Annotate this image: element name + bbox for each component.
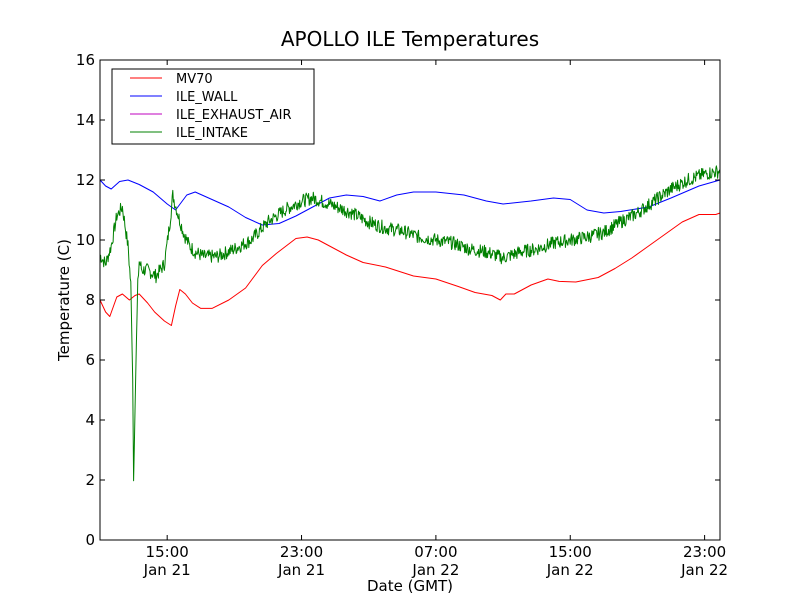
legend-label: ILE_EXHAUST_AIR <box>176 108 292 123</box>
x-tick-label-time: 23:00 <box>280 543 323 561</box>
x-tick-label-date: Jan 21 <box>277 561 325 579</box>
series-line-ile-intake <box>99 165 721 482</box>
y-tick-label: 10 <box>76 231 95 249</box>
x-tick-label-date: Jan 22 <box>680 561 728 579</box>
x-tick-label-time: 07:00 <box>414 543 457 561</box>
y-tick-label: 16 <box>76 51 95 69</box>
x-tick-label-date: Jan 22 <box>411 561 459 579</box>
series-line-mv70 <box>99 212 721 326</box>
y-tick-label: 14 <box>76 111 95 129</box>
y-tick-label: 4 <box>85 411 95 429</box>
series-layer <box>99 165 721 482</box>
x-axis-label: Date (GMT) <box>367 577 453 595</box>
x-tick-label-date: Jan 21 <box>143 561 191 579</box>
y-tick-label: 12 <box>76 171 95 189</box>
series-line-ile-wall <box>99 179 721 226</box>
legend: MV70 ILE_WALL ILE_EXHAUST_AIR ILE_INTAKE <box>111 68 315 145</box>
x-tick-label-date: Jan 22 <box>546 561 594 579</box>
y-axis-label: Temperature (C) <box>55 239 73 362</box>
chart-title: APOLLO ILE Temperatures <box>281 27 539 51</box>
y-tick-label: 0 <box>85 531 95 549</box>
y-tick-label: 8 <box>85 291 95 309</box>
x-tick-label-time: 15:00 <box>549 543 592 561</box>
y-tick-label: 2 <box>85 471 95 489</box>
y-tick-label: 6 <box>85 351 95 369</box>
x-tick-label-time: 23:00 <box>683 543 726 561</box>
legend-label: ILE_WALL <box>176 90 238 105</box>
x-tick-label-time: 15:00 <box>146 543 189 561</box>
legend-label: MV70 <box>176 72 213 87</box>
legend-label: ILE_INTAKE <box>176 126 248 141</box>
y-axis-ticks: 0 2 4 6 8 10 12 14 16 <box>76 51 720 549</box>
